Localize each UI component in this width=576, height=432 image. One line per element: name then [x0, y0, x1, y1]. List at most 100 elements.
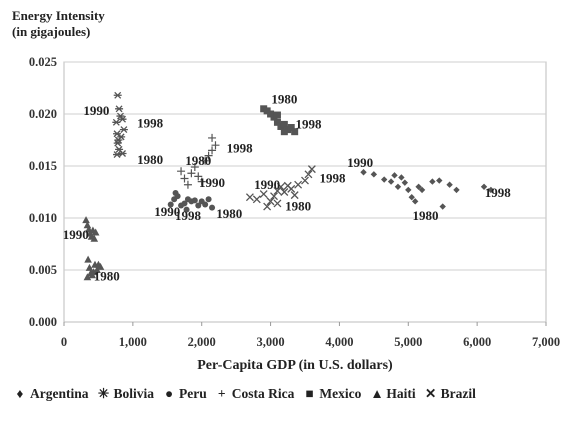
year-annotation: 1990	[347, 155, 373, 170]
x-tick-label: 4,000	[325, 335, 353, 349]
data-point-brazil	[259, 190, 268, 199]
data-point-bolivia	[113, 91, 122, 99]
data-point-haiti	[89, 268, 98, 276]
data-point-bolivia	[113, 151, 122, 159]
data-point-argentina	[429, 178, 436, 185]
legend-label-mexico: Mexico	[319, 386, 362, 401]
legend: ♦ Argentina ✳ Bolivia ● Peru + Costa Rica ■ Mexic…	[14, 386, 574, 402]
data-point-costa-rica	[204, 151, 213, 160]
year-annotation: 1980	[413, 208, 439, 223]
data-point-mexico	[280, 128, 288, 136]
legend-marker-peru: ●	[164, 386, 174, 401]
data-point-haiti	[82, 216, 90, 224]
year-annotation: 1990	[199, 175, 225, 190]
x-tick-label: 3,000	[257, 335, 285, 349]
year-annotation: 1990	[254, 177, 280, 192]
data-point-mexico	[291, 128, 299, 136]
legend-marker-argentina: ♦	[16, 386, 24, 401]
y-axis-title-line-2: (in gigajoules)	[12, 24, 91, 39]
year-annotation: 1998	[227, 140, 254, 155]
data-point-mexico	[273, 118, 281, 126]
data-point-haiti	[91, 228, 100, 236]
legend-item-mexico: ■ Mexico	[303, 386, 361, 401]
data-point-peru	[209, 204, 216, 211]
data-point-argentina	[480, 183, 488, 190]
data-point-peru	[195, 202, 202, 209]
data-point-brazil	[287, 184, 296, 193]
data-point-costa-rica	[177, 167, 186, 176]
data-point-argentina	[401, 179, 409, 186]
legend-label-haiti: Haiti	[386, 386, 416, 401]
data-point-peru	[167, 201, 174, 208]
data-point-brazil	[307, 165, 316, 174]
data-point-costa-rica	[190, 163, 199, 172]
legend-marker-mexico: ■	[305, 386, 314, 401]
data-point-bolivia	[119, 126, 128, 134]
data-point-peru	[205, 196, 212, 203]
year-annotation: 1990	[63, 227, 89, 242]
data-point-brazil	[273, 199, 282, 208]
x-tick-label: 2,000	[188, 335, 216, 349]
plot-area	[63, 61, 547, 323]
legend-marker-bolivia: ✳	[97, 386, 110, 401]
year-annotation: 1980	[216, 206, 242, 221]
data-point-costa-rica	[211, 141, 220, 150]
data-point-costa-rica	[201, 156, 210, 165]
data-point-haiti	[84, 255, 92, 263]
data-point-peru	[191, 197, 198, 204]
y-axis-title-line-1: Energy Intensity	[12, 8, 105, 23]
data-point-brazil	[294, 180, 303, 189]
x-tick-label: 7,000	[532, 335, 560, 349]
data-point-costa-rica	[197, 177, 206, 186]
data-point-argentina	[387, 178, 395, 185]
y-tick-label: 0.010	[29, 211, 57, 225]
y-tick-label: 0.025	[29, 55, 57, 69]
data-point-haiti	[96, 262, 105, 270]
data-point-mexico	[287, 124, 295, 132]
x-tick-label: 5,000	[394, 335, 422, 349]
x-tick-label: 6,000	[463, 335, 491, 349]
legend-marker-haiti: ▲	[370, 386, 384, 401]
data-point-bolivia	[115, 145, 124, 153]
legend-label-peru: Peru	[179, 386, 207, 401]
legend-label-bolivia: Bolivia	[113, 386, 155, 401]
year-annotation: 1980	[285, 199, 311, 214]
y-tick-label: 0.015	[29, 159, 57, 173]
data-point-costa-rica	[208, 146, 217, 155]
year-annotation: 1980	[271, 92, 297, 107]
data-point-haiti	[90, 234, 99, 242]
data-point-costa-rica	[187, 169, 196, 178]
x-tick-label: 0	[61, 335, 67, 349]
data-point-argentina	[391, 172, 398, 179]
legend-item-argentina: ♦ Argentina	[14, 386, 89, 401]
data-point-haiti	[83, 273, 92, 281]
data-point-costa-rica	[180, 174, 189, 183]
legend-item-peru: ● Peru	[163, 386, 207, 401]
data-point-brazil	[266, 197, 275, 206]
legend-item-brazil: ✕ Brazil	[425, 386, 476, 401]
data-point-argentina	[487, 186, 495, 194]
data-point-brazil	[252, 195, 261, 204]
data-point-argentina	[394, 183, 402, 190]
data-point-argentina	[411, 198, 419, 205]
data-point-argentina	[439, 203, 446, 210]
data-point-bolivia	[112, 118, 121, 126]
data-point-argentina	[418, 186, 426, 194]
year-annotation: 1998	[175, 208, 202, 223]
year-annotation: 1980	[137, 152, 163, 167]
y-axis-title: Energy Intensity (in gigajoules)	[12, 8, 105, 40]
legend-label-argentina: Argentina	[30, 386, 89, 401]
data-point-mexico	[273, 111, 281, 119]
data-point-haiti	[85, 263, 94, 271]
data-point-peru	[172, 190, 179, 197]
x-tick-label: 1,000	[119, 335, 147, 349]
y-tick-label: 0.005	[29, 263, 57, 277]
data-point-bolivia	[118, 115, 127, 123]
year-annotation: 1998	[295, 117, 322, 132]
year-annotation: 1990	[83, 103, 109, 118]
year-annotation: 1998	[485, 185, 512, 200]
data-point-argentina	[408, 194, 415, 201]
year-annotation: 1980	[185, 153, 211, 168]
data-point-argentina	[415, 183, 422, 190]
scatter-chart: 0.000 0.005 0.010 0.015 0.020 0.025 0 1,000 2,00…	[29, 55, 560, 373]
